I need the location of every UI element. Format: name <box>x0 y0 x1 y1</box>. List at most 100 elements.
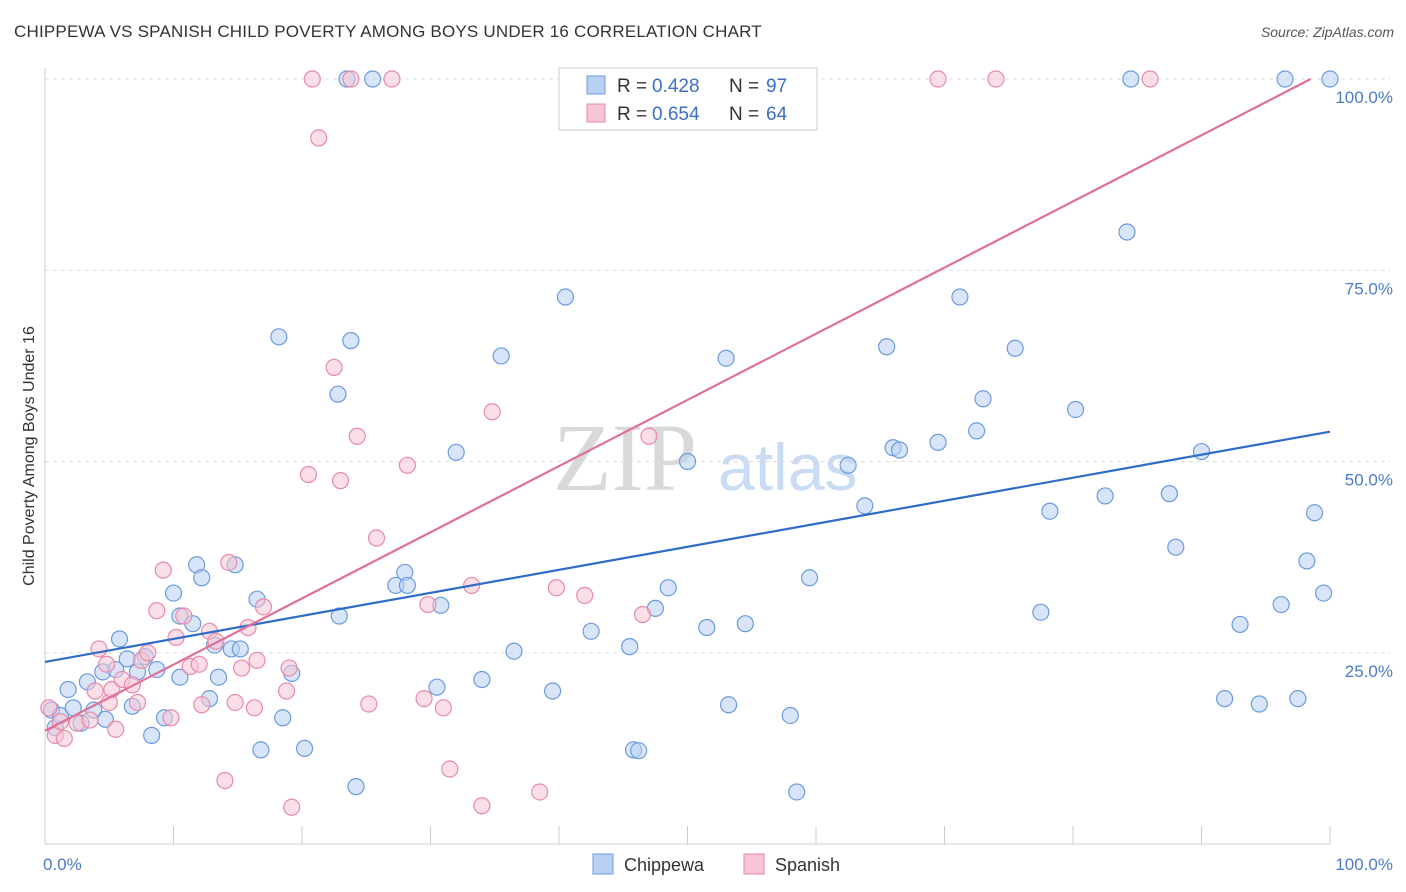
chart-source: Source: ZipAtlas.com <box>1260 24 1394 40</box>
chippewa-point-62 <box>717 349 735 367</box>
chippewa-point-76 <box>974 390 992 408</box>
spanish-point-24 <box>193 696 211 714</box>
spanish-point-41 <box>325 358 343 377</box>
y-tick-label-2: 75.0% <box>1345 279 1393 298</box>
spanish-point-33 <box>248 651 266 670</box>
spanish-point-55 <box>483 403 501 421</box>
spanish-point-29 <box>226 693 244 712</box>
spanish-point-61 <box>929 70 947 88</box>
chippewa-point-68 <box>839 456 857 474</box>
chippewa-point-80 <box>1066 400 1085 419</box>
bottom-legend-label-chippewa: Chippewa <box>624 855 705 875</box>
chippewa-point-89 <box>1250 695 1268 713</box>
chippewa-point-27 <box>209 668 228 686</box>
spanish-point-8 <box>98 655 116 673</box>
spanish-point-38 <box>299 465 318 484</box>
trend-lines <box>44 78 1331 732</box>
chippewa-point-54 <box>582 622 600 640</box>
chippewa-point-94 <box>1305 504 1324 522</box>
chippewa-point-36 <box>295 739 314 757</box>
x-tick-label-1: 100.0% <box>1335 855 1393 874</box>
x-tick-label-0: 0.0% <box>43 855 82 874</box>
spanish-point-27 <box>216 771 234 790</box>
chippewa-trend-line <box>44 430 1331 664</box>
grid-lines <box>45 78 1390 654</box>
chippewa-point-82 <box>1118 223 1136 241</box>
chippewa-point-77 <box>1006 339 1024 357</box>
chippewa-point-83 <box>1122 70 1140 88</box>
chippewa-point-53 <box>556 288 575 306</box>
chippewa-point-49 <box>473 670 491 689</box>
spanish-point-42 <box>331 472 350 490</box>
chippewa-point-41 <box>347 778 365 796</box>
chippewa-point-92 <box>1289 690 1307 708</box>
chippewa-point-33 <box>270 328 288 346</box>
chippewa-point-85 <box>1167 538 1185 556</box>
chippewa-point-95 <box>1321 70 1339 88</box>
chippewa-point-72 <box>890 441 909 459</box>
chippewa-point-46 <box>428 678 446 696</box>
spanish-point-57 <box>547 579 566 597</box>
chippewa-point-70 <box>878 338 896 356</box>
chippewa-point-60 <box>678 452 697 471</box>
legend-n-label-spanish: N = <box>729 104 759 125</box>
chippewa-point-86 <box>1192 442 1211 461</box>
chippewa-point-78 <box>1032 603 1050 621</box>
chippewa-point-84 <box>1160 485 1178 503</box>
spanish-point-40 <box>310 129 328 147</box>
chippewa-point-59 <box>659 579 677 597</box>
y-tick-label-1: 50.0% <box>1345 471 1393 490</box>
spanish-point-14 <box>128 693 147 712</box>
spanish-point-52 <box>441 760 459 778</box>
bottom-legend-swatch-chippewa <box>592 853 614 875</box>
chippewa-point-90 <box>1272 595 1290 614</box>
y-tick-label-0: 25.0% <box>1345 662 1393 681</box>
chippewa-point-65 <box>781 706 799 725</box>
spanish-point-23 <box>190 655 208 673</box>
chippewa-point-87 <box>1216 690 1234 708</box>
chippewa-point-63 <box>720 696 738 714</box>
chippewa-point-51 <box>505 642 523 660</box>
legend-r-value-chippewa: 0.428 <box>652 76 700 97</box>
correlation-legend: R = 0.428 N = 97 R = 0.654 N = 64 <box>558 67 818 131</box>
spanish-point-47 <box>383 70 401 88</box>
legend-swatch-chippewa <box>586 75 606 95</box>
legend-r-value-spanish: 0.654 <box>652 104 700 125</box>
chippewa-point-61 <box>698 618 716 637</box>
spanish-point-51 <box>434 699 452 717</box>
spanish-point-43 <box>342 70 360 88</box>
legend-r-label-spanish: R = <box>617 104 647 125</box>
series-legend: Chippewa Spanish <box>592 853 840 875</box>
chippewa-point-93 <box>1298 552 1316 570</box>
bottom-legend-swatch-spanish <box>743 853 765 875</box>
chippewa-point-75 <box>968 422 986 440</box>
spanish-point-54 <box>473 797 491 815</box>
spanish-point-44 <box>348 427 366 445</box>
spanish-point-60 <box>640 427 658 445</box>
chippewa-point-69 <box>856 497 874 515</box>
chippewa-point-66 <box>788 783 806 801</box>
chippewa-point-45 <box>398 576 416 595</box>
chippewa-point-32 <box>252 741 270 759</box>
spanish-point-7 <box>90 640 108 658</box>
spanish-point-16 <box>139 644 157 662</box>
legend-swatch-spanish <box>586 103 606 123</box>
series-spanish-points <box>40 70 1159 816</box>
chippewa-point-50 <box>492 347 510 365</box>
spanish-point-59 <box>633 605 652 624</box>
chippewa-point-40 <box>342 332 360 350</box>
spanish-point-56 <box>531 783 549 801</box>
spanish-point-45 <box>360 695 378 713</box>
chippewa-point-96 <box>1314 584 1333 602</box>
chippewa-point-38 <box>330 607 348 625</box>
spanish-point-50 <box>419 595 437 614</box>
spanish-point-3 <box>55 729 73 748</box>
chippewa-point-12 <box>118 650 136 668</box>
spanish-point-62 <box>987 70 1005 88</box>
spanish-point-34 <box>254 598 273 616</box>
spanish-point-46 <box>367 529 386 547</box>
chippewa-point-52 <box>543 682 562 700</box>
y-tick-label-3: 100.0% <box>1335 88 1393 107</box>
spanish-point-35 <box>277 682 296 700</box>
